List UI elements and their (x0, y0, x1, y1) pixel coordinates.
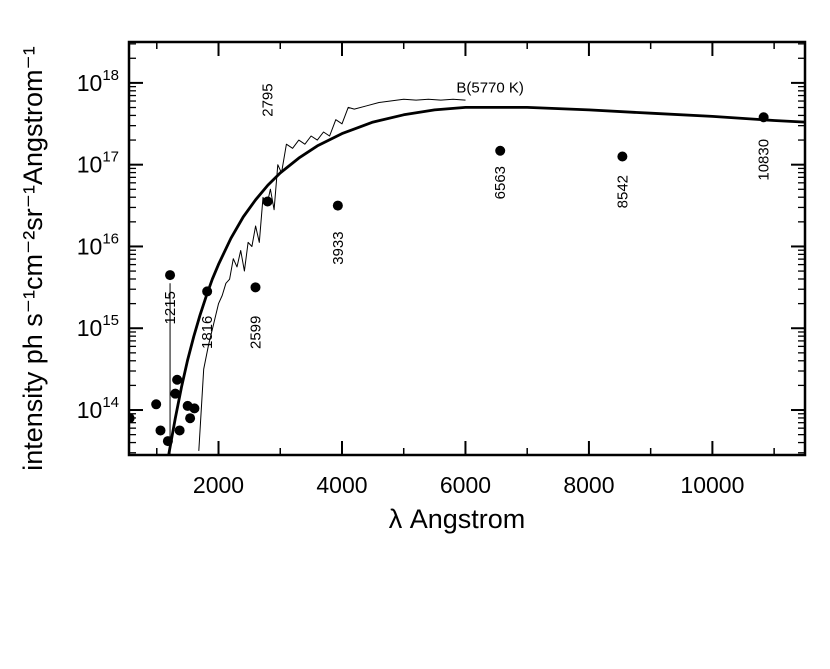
x-tick-label: 6000 (440, 472, 491, 498)
series-observed-spectrum (198, 98, 466, 451)
data-point (170, 388, 181, 399)
data-point (202, 286, 213, 297)
data-point (495, 145, 506, 156)
data-point (250, 282, 261, 293)
x-tick-label: 10000 (680, 472, 744, 498)
data-point (758, 112, 769, 123)
x-axis-title: λ Angstrom (389, 504, 526, 534)
annotation-label-8542: 8542 (614, 175, 631, 208)
y-tick-label: 1014 (77, 394, 119, 423)
annotation-label-10830: 10830 (756, 139, 773, 181)
data-point (174, 425, 185, 436)
data-point (185, 413, 196, 424)
x-tick-label: 4000 (316, 472, 367, 498)
data-point (332, 200, 343, 211)
data-point (262, 196, 273, 207)
data-point (162, 436, 173, 447)
y-tick-label: 1017 (77, 149, 119, 178)
data-point (617, 151, 628, 162)
y-tick-label: 1015 (77, 312, 119, 341)
marker-layer (129, 112, 769, 447)
series-label-blackbody: B(5770 K) (456, 80, 524, 97)
annotation-label-3933: 3933 (330, 231, 347, 264)
annotation-label-6563: 6563 (492, 166, 509, 199)
data-point (189, 403, 200, 414)
annotation-layer: B(5770 K) 1215 1816 2599 2795 3933 6563 8542 108… (162, 80, 773, 349)
data-layer (167, 98, 805, 455)
y-axis-title: intensity ph s⁻¹cm⁻²sr⁻¹Angstrom⁻¹ (18, 46, 48, 471)
data-point (151, 399, 162, 410)
annotation-label-2599: 2599 (247, 316, 264, 349)
annotation-label-2795: 2795 (260, 83, 277, 116)
plot-frame (127, 40, 807, 457)
axes-layer: 2000 4000 6000 8000 10000 1014 1015 1016 1017 101… (18, 42, 805, 534)
series-blackbody-curve (167, 106, 805, 455)
data-point (155, 425, 166, 436)
data-point (165, 270, 176, 281)
y-tick-label: 1016 (77, 230, 119, 259)
y-tick-label: 1018 (77, 67, 119, 96)
data-point (172, 374, 183, 385)
annotation-label-1816: 1816 (199, 316, 216, 349)
x-tick-label: 8000 (563, 472, 614, 498)
annotation-label-1215: 1215 (162, 291, 179, 324)
x-tick-label: 2000 (193, 472, 244, 498)
